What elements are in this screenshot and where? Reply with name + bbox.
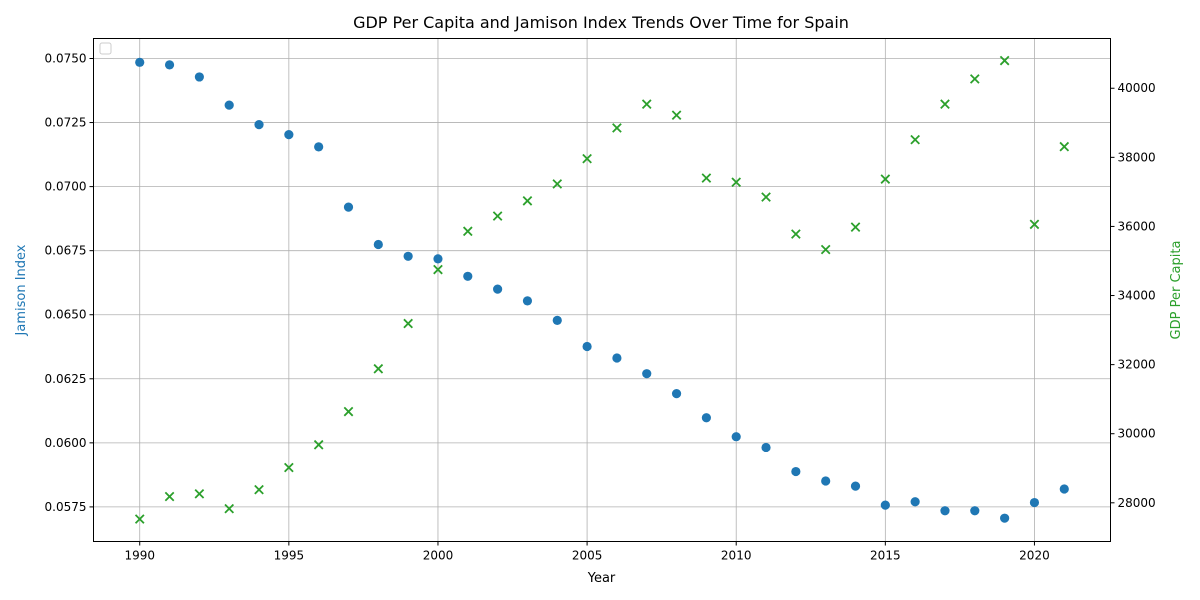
gdp-per-capita-point [910, 134, 920, 145]
y-left-tick-label: 0.0650 [45, 308, 87, 322]
jamison-index-point [701, 413, 711, 423]
gdp-per-capita-point [820, 244, 831, 255]
jamison-index-point [880, 500, 890, 510]
y-left-tick-label: 0.0600 [45, 436, 87, 450]
jamison-index-point [582, 341, 592, 352]
y-left-tick-label: 0.0675 [45, 244, 87, 258]
gdp-per-capita-point [1059, 141, 1070, 152]
y-left-tick-label: 0.0700 [45, 180, 87, 194]
jamison-index-point [970, 506, 980, 516]
jamison-index-point [403, 251, 413, 261]
jamison-index-point [254, 119, 264, 130]
gdp-per-capita-point [761, 192, 771, 202]
gdp-per-capita-point [940, 99, 950, 109]
gdp-per-capita-point [612, 123, 622, 133]
jamison-index-point [910, 497, 920, 507]
jamison-index-point [373, 239, 383, 250]
plot-marks [134, 55, 1070, 524]
jamison-index-point [1000, 513, 1010, 523]
gdp-per-capita-point [343, 406, 354, 417]
jamison-index-point [552, 315, 562, 325]
gdp-per-capita-point [552, 179, 563, 189]
gdp-per-capita-point [999, 55, 1010, 66]
gdp-per-capita-point [641, 99, 652, 109]
y-right-tick-label: 38000 [1118, 150, 1156, 164]
jamison-index-point [612, 353, 622, 363]
x-tick-label: 2010 [721, 549, 752, 563]
jamison-index-point [433, 254, 443, 264]
jamison-index-point [224, 100, 234, 110]
x-tick-label: 2005 [572, 549, 603, 563]
jamison-index-point [940, 506, 950, 516]
gdp-per-capita-point [134, 514, 145, 524]
gdp-per-capita-point [313, 439, 324, 450]
gdp-per-capita-point [582, 153, 592, 164]
y-right-tick-label: 36000 [1118, 219, 1156, 233]
y-right-tick-label: 28000 [1118, 496, 1156, 510]
jamison-index-point [850, 481, 861, 491]
y-right-tick-label: 32000 [1118, 358, 1156, 372]
jamison-index-point [463, 271, 473, 281]
gdp-per-capita-point [791, 229, 801, 239]
jamison-index-point [522, 296, 533, 306]
gdp-per-capita-point [403, 318, 413, 329]
gdp-per-capita-point [701, 173, 712, 183]
y-right-tick-label: 30000 [1118, 427, 1156, 441]
gdp-per-capita-point [671, 110, 682, 121]
jamison-index-point [761, 442, 771, 453]
x-tick-label: 1995 [274, 549, 305, 563]
gdp-per-capita-point [492, 211, 503, 221]
jamison-index-point [493, 284, 503, 294]
gdp-per-capita-point [254, 484, 264, 495]
jamison-index-point [671, 389, 682, 399]
jamison-index-point [642, 369, 652, 379]
jamison-index-point [791, 466, 801, 477]
axis-ticks: 1990 1995 2000 2005 2010 2015 2020 0.0575 0.0600… [45, 51, 1156, 562]
legend [99, 42, 112, 55]
gdp-per-capita-point [850, 222, 861, 232]
gdp-per-capita-point [224, 503, 235, 514]
gdp-per-capita-point [522, 196, 533, 206]
x-axis-title: Year [587, 571, 616, 586]
jamison-index-point [1029, 497, 1040, 508]
grid [93, 38, 1111, 542]
jamison-index-point [343, 202, 354, 212]
gdp-per-capita-point [164, 491, 175, 502]
gdp-per-capita-point [1029, 219, 1040, 230]
y-left-tick-label: 0.0725 [45, 116, 87, 130]
gdp-per-capita-point [284, 462, 294, 473]
jamison-index-point [284, 129, 294, 140]
y-left-tick-label: 0.0625 [45, 372, 87, 386]
jamison-index-point [314, 142, 324, 152]
x-tick-label: 1990 [124, 549, 155, 563]
jamison-index-point [1059, 484, 1069, 494]
y-right-axis-title: GDP Per Capita [1169, 241, 1184, 340]
y-right-tick-label: 34000 [1118, 289, 1156, 303]
gdp-per-capita-point [880, 174, 891, 184]
jamison-index-point [194, 72, 204, 82]
x-tick-label: 2020 [1019, 549, 1050, 563]
x-tick-label: 2015 [870, 549, 901, 563]
chart-title: GDP Per Capita and Jamison Index Trends … [353, 13, 849, 32]
gdp-per-capita-point [462, 226, 473, 237]
gdp-per-capita-point [731, 177, 742, 188]
jamison-index-point [135, 57, 145, 67]
y-left-tick-label: 0.0575 [45, 500, 87, 514]
x-tick-label: 2000 [423, 549, 454, 563]
jamison-index-point [164, 60, 175, 70]
gdp-per-capita-point [969, 74, 980, 84]
plot-frame [93, 38, 1111, 542]
jamison-index-point [821, 476, 831, 486]
gdp-per-capita-point [194, 488, 205, 499]
gdp-per-capita-point [373, 363, 384, 374]
y-left-axis-title: Jamison Index [14, 244, 29, 336]
y-left-tick-label: 0.0750 [45, 51, 87, 65]
y-right-tick-label: 40000 [1118, 81, 1156, 95]
gdp-per-capita-point [433, 264, 443, 275]
jamison-index-point [731, 432, 741, 442]
